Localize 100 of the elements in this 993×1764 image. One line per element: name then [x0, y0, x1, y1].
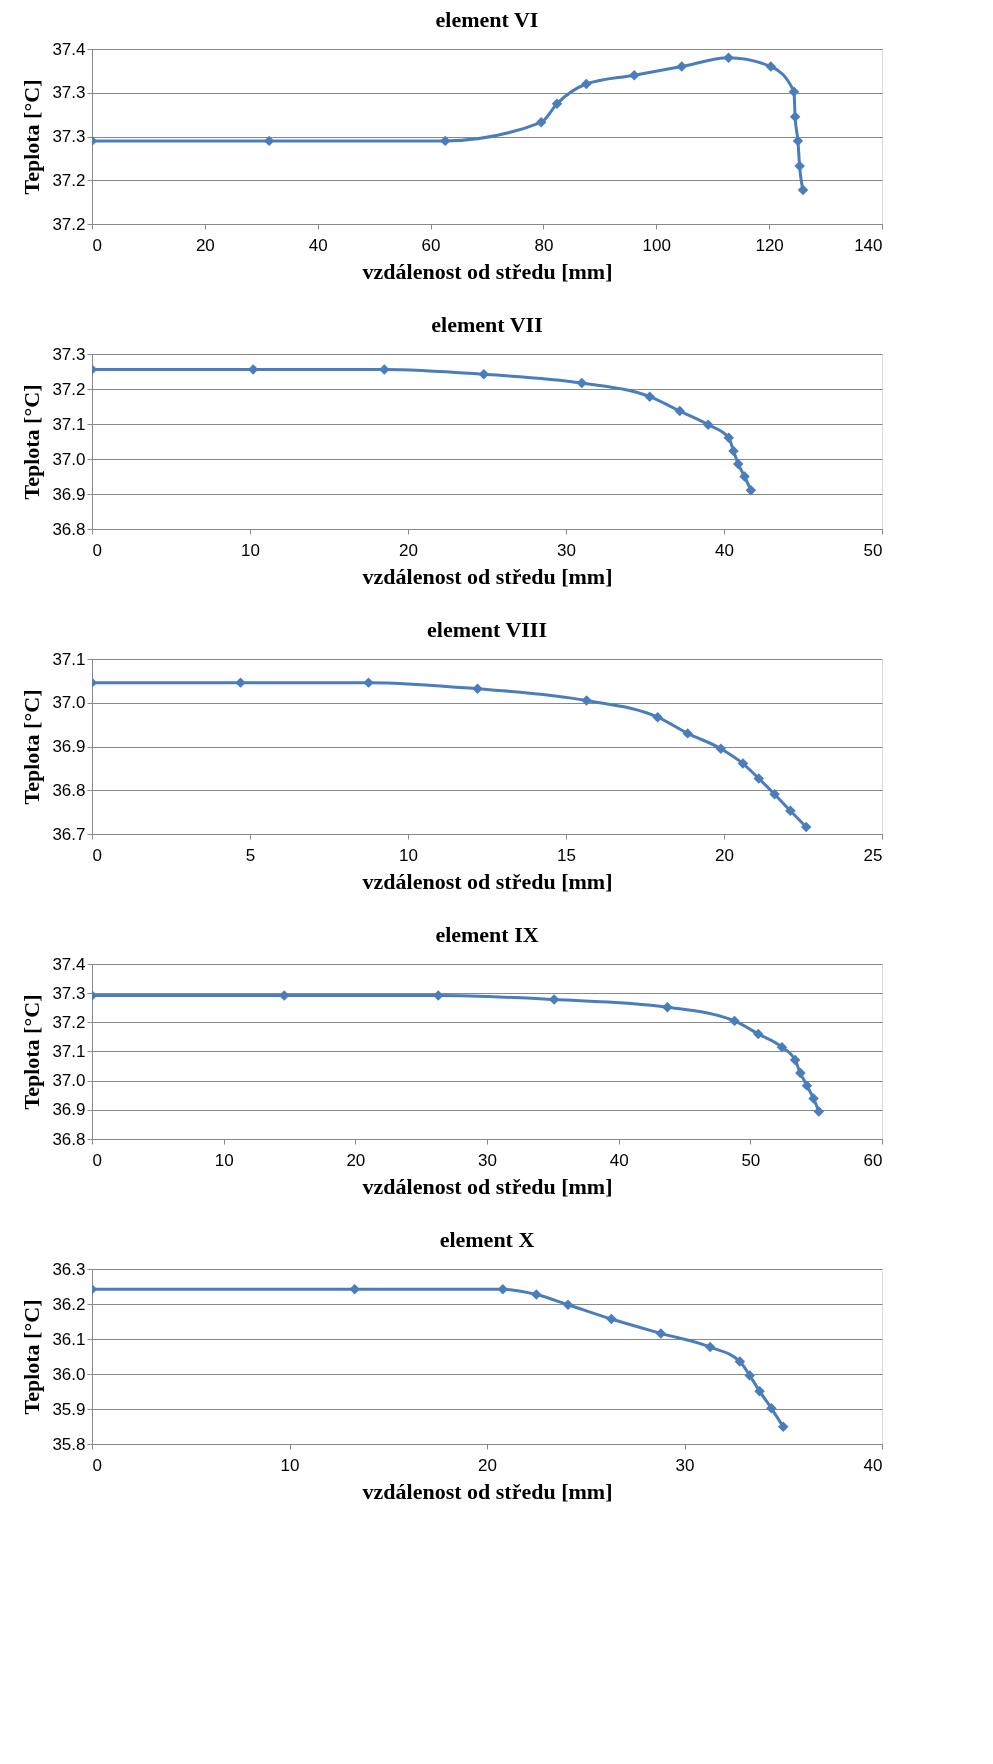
y-tick-label: 37.1	[52, 649, 86, 669]
point	[766, 1403, 777, 1414]
x-axis-title: vzdálenost od středu [mm]	[362, 1173, 613, 1199]
point	[652, 711, 663, 723]
point	[737, 758, 749, 769]
point	[535, 117, 547, 128]
x-tick-label: 30	[675, 1455, 695, 1475]
x-tick-label: 20	[715, 845, 734, 865]
y-tick-label: 36.8	[52, 519, 86, 539]
point	[472, 683, 483, 694]
point	[644, 391, 655, 402]
y-tick-label: 36.9	[52, 484, 86, 504]
point	[778, 1421, 789, 1433]
y-axis-title: Teplota [°C]	[19, 994, 45, 1110]
y-tick-label: 36.7	[52, 824, 86, 844]
point	[576, 377, 588, 389]
point	[629, 70, 640, 81]
y-tick-label: 36.3	[52, 1259, 86, 1279]
x-tick-label: 40	[609, 1150, 629, 1170]
point	[551, 98, 563, 109]
point	[562, 1299, 574, 1310]
y-tick-label: 36.2	[52, 1294, 86, 1314]
x-axis-title: vzdálenost od středu [mm]	[362, 563, 613, 589]
point	[655, 1328, 667, 1339]
x-tick-label: 140	[854, 235, 883, 255]
point	[753, 773, 764, 784]
x-tick-label: 10	[280, 1455, 300, 1475]
y-tick-label: 37.0	[52, 449, 86, 469]
x-tick-label: 10	[214, 1150, 234, 1170]
point	[794, 160, 805, 172]
point	[682, 728, 693, 739]
chart-title: element VII	[431, 312, 543, 337]
point	[801, 1080, 813, 1091]
x-tick-label: 60	[863, 1150, 883, 1170]
point	[379, 364, 390, 375]
x-tick-label: 5	[245, 845, 256, 865]
x-tick-label: 50	[741, 1150, 761, 1170]
point	[715, 743, 727, 754]
y-tick-label: 35.8	[52, 1434, 86, 1454]
y-tick-label: 36.9	[52, 1100, 86, 1120]
point	[531, 1289, 542, 1300]
x-tick-label: 20	[195, 235, 215, 255]
x-tick-label: 0	[92, 540, 102, 560]
x-tick-label: 10	[399, 845, 418, 865]
y-tick-label: 37.1	[52, 1042, 86, 1061]
point	[800, 821, 812, 833]
chart-title: element VI	[435, 7, 539, 32]
point	[581, 695, 592, 706]
x-tick-label: 20	[399, 540, 418, 560]
point	[728, 445, 739, 457]
y-tick-label: 36.0	[52, 1364, 86, 1384]
point	[581, 78, 592, 90]
x-tick-label: 60	[421, 235, 441, 255]
y-axis-title: Teplota [°C]	[19, 79, 45, 195]
chart-title: element VIII	[427, 617, 547, 642]
y-axis-title: Teplota [°C]	[19, 689, 45, 805]
y-tick-label: 36.1	[52, 1329, 86, 1349]
x-axis-title: vzdálenost od středu [mm]	[362, 1478, 613, 1504]
x-tick-label: 100	[642, 235, 671, 255]
point	[789, 1054, 801, 1066]
x-tick-label: 120	[755, 235, 784, 255]
x-tick-label: 25	[863, 845, 883, 865]
y-tick-label: 37.3	[52, 344, 86, 364]
point	[723, 432, 734, 443]
point	[363, 677, 374, 688]
point	[797, 184, 809, 196]
y-tick-label: 37.4	[52, 39, 86, 59]
point	[732, 458, 744, 470]
x-axis-title: vzdálenost od středu [mm]	[362, 868, 613, 894]
x-tick-label: 0	[92, 235, 102, 255]
point	[729, 1015, 740, 1027]
y-tick-label: 37.4	[52, 954, 86, 974]
point	[349, 1284, 360, 1295]
x-tick-label: 80	[534, 235, 554, 255]
x-tick-label: 20	[478, 1455, 497, 1475]
x-tick-label: 40	[715, 540, 734, 560]
point	[704, 1341, 716, 1353]
y-tick-label: 37.0	[52, 693, 86, 713]
point	[765, 61, 777, 72]
y-tick-label: 37.2	[52, 379, 86, 399]
point	[745, 484, 757, 496]
point	[606, 1313, 617, 1325]
x-tick-label: 15	[557, 845, 576, 865]
x-tick-label: 30	[478, 1150, 497, 1170]
x-tick-label: 0	[92, 1150, 102, 1170]
y-tick-label: 37.3	[52, 83, 86, 103]
point	[702, 419, 714, 430]
point	[739, 471, 750, 482]
y-axis-title: Teplota [°C]	[19, 384, 45, 500]
y-tick-label: 37.0	[52, 1071, 86, 1091]
point	[674, 405, 685, 417]
x-tick-label: 0	[92, 1455, 102, 1475]
point	[808, 1093, 819, 1104]
y-tick-label: 37.2	[52, 1012, 86, 1032]
chart-title: element X	[439, 1227, 535, 1252]
x-tick-label: 30	[557, 540, 576, 560]
point	[754, 1385, 765, 1397]
point	[676, 61, 687, 72]
y-tick-label: 37.1	[52, 414, 86, 434]
x-axis-title: vzdálenost od středu [mm]	[362, 258, 613, 284]
